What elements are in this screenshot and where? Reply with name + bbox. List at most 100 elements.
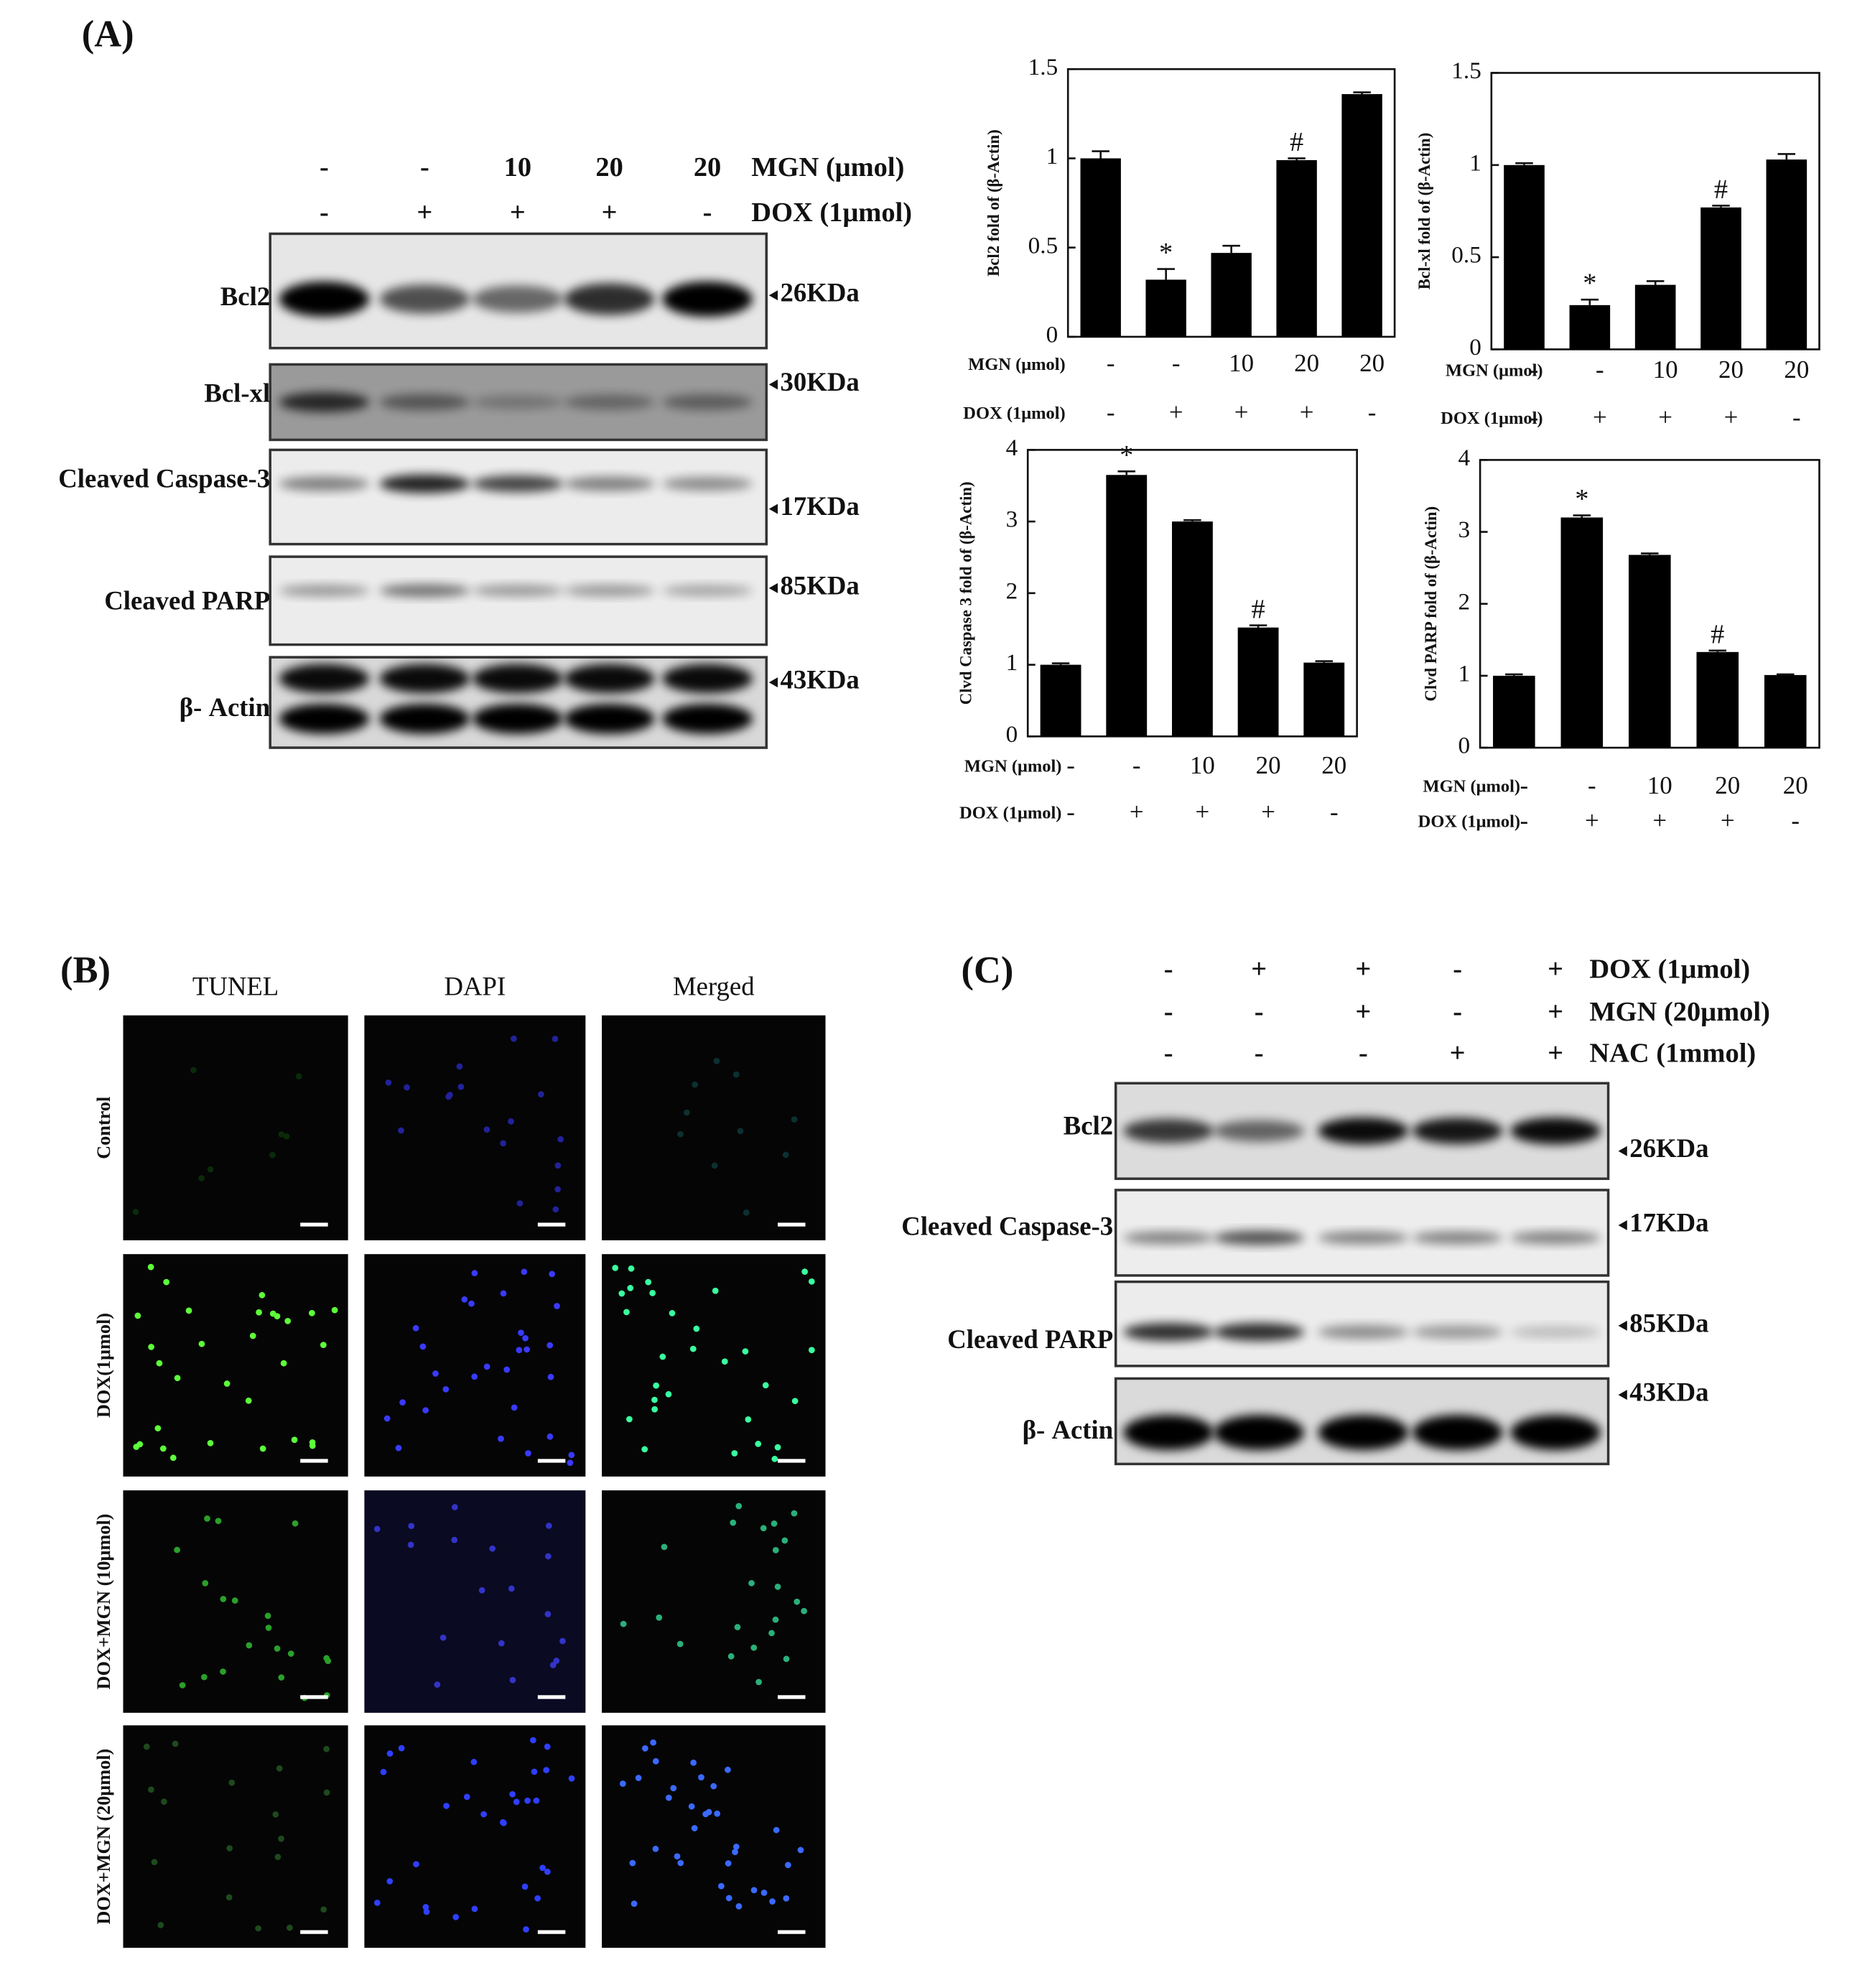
nucleus	[398, 1127, 404, 1134]
x-tick-label: +	[1130, 798, 1144, 826]
nucleus	[255, 1925, 261, 1932]
nucleus	[690, 1759, 697, 1766]
nucleus	[489, 1545, 496, 1552]
nucleus	[711, 1162, 718, 1169]
blot-band	[662, 476, 753, 491]
nucleus	[669, 1310, 676, 1316]
nucleus	[544, 1868, 551, 1875]
nucleus	[225, 1894, 233, 1901]
nucleus	[278, 1674, 285, 1681]
x-tick-label: +	[1234, 398, 1249, 426]
nucleus	[568, 1775, 575, 1782]
nucleus	[198, 1340, 205, 1347]
column-header: DAPI	[445, 971, 506, 1000]
x-tick-label: -	[1172, 349, 1181, 377]
blot-band	[1412, 1415, 1503, 1451]
blot-band	[1318, 1117, 1409, 1145]
band-name: Cleaved Caspase-3	[901, 1212, 1113, 1241]
nucleus	[407, 1541, 414, 1548]
nucleus	[525, 1450, 531, 1457]
nucleus	[174, 1375, 181, 1382]
nucleus	[743, 1209, 750, 1216]
x-tick-label: +	[1652, 807, 1667, 835]
nucleus	[280, 1360, 287, 1367]
blot-band	[379, 584, 470, 598]
size-arrow	[1618, 1146, 1627, 1156]
nucleus	[688, 1803, 695, 1810]
nucleus	[559, 1638, 566, 1645]
annotation: *	[1575, 484, 1588, 514]
lane-row-name: MGN (μmol)	[751, 152, 904, 182]
nucleus	[413, 1861, 419, 1867]
nucleus	[755, 1678, 762, 1686]
lane-label: +	[1251, 954, 1267, 984]
y-tick-label: 1	[1046, 143, 1058, 169]
blot-band	[1123, 1415, 1214, 1451]
nucleus	[499, 1819, 506, 1826]
nucleus	[434, 1681, 441, 1688]
nucleus	[274, 1645, 281, 1652]
blot-band	[1123, 1323, 1214, 1342]
y-tick-label: 0	[1469, 334, 1481, 361]
micrograph	[602, 1725, 826, 1948]
blot-band	[1318, 1415, 1409, 1451]
nucleus	[725, 1895, 732, 1902]
nucleus	[618, 1290, 625, 1297]
row-header: Control	[93, 1097, 114, 1159]
nucleus	[677, 1859, 684, 1867]
bar	[1696, 651, 1739, 748]
nucleus	[737, 1128, 744, 1135]
nucleus	[794, 1598, 801, 1605]
nucleus	[769, 1898, 776, 1905]
nucleus	[735, 1502, 743, 1510]
nucleus	[231, 1597, 238, 1604]
nucleus	[524, 1346, 531, 1353]
blot-band	[379, 284, 470, 314]
band-size: 85KDa	[1629, 1308, 1708, 1337]
blot-band	[1214, 1230, 1305, 1245]
x-tick-label: -	[1520, 807, 1529, 835]
annotation: #	[1251, 594, 1265, 624]
lane-label: -	[320, 198, 329, 228]
nucleus	[652, 1757, 659, 1765]
micrograph	[364, 1725, 586, 1948]
band-name: Bcl2	[220, 282, 270, 311]
nucleus	[287, 1650, 294, 1657]
nucleus	[533, 1797, 540, 1804]
nucleus	[670, 1785, 677, 1792]
nucleus	[651, 1406, 659, 1413]
nucleus	[549, 1271, 556, 1278]
x-tick-label: +	[1196, 798, 1210, 826]
lane-label: -	[1453, 997, 1462, 1027]
annotation: #	[1290, 127, 1303, 157]
bar	[1303, 662, 1345, 737]
band-name: Cleaved Caspase-3	[58, 464, 270, 493]
blot-band	[279, 585, 370, 597]
panel-label: (A)	[82, 14, 134, 55]
x-row-name: DOX (1μmol)	[1441, 409, 1542, 428]
size-arrow	[768, 379, 778, 390]
nucleus	[478, 1587, 485, 1594]
nucleus	[531, 1768, 538, 1775]
x-tick-label: -	[1330, 798, 1339, 826]
blot-band	[472, 285, 563, 313]
bar	[1080, 158, 1121, 337]
nucleus	[468, 1300, 475, 1307]
nucleus	[635, 1775, 642, 1781]
nucleus	[717, 1882, 725, 1890]
band-size: 30KDa	[781, 367, 860, 396]
nucleus	[797, 1847, 804, 1854]
nucleus	[529, 1737, 536, 1744]
nucleus	[522, 1334, 529, 1342]
blot-band	[564, 664, 655, 694]
nucleus	[461, 1296, 468, 1303]
size-arrow	[768, 677, 778, 688]
nucleus	[630, 1900, 638, 1907]
x-tick-label: -	[1596, 356, 1604, 384]
nucleus	[278, 1131, 285, 1138]
lane-label: +	[1355, 954, 1371, 984]
nucleus	[509, 1676, 516, 1683]
y-tick-label: 0	[1458, 733, 1470, 759]
row-header: DOX(1μmol)	[93, 1313, 114, 1418]
